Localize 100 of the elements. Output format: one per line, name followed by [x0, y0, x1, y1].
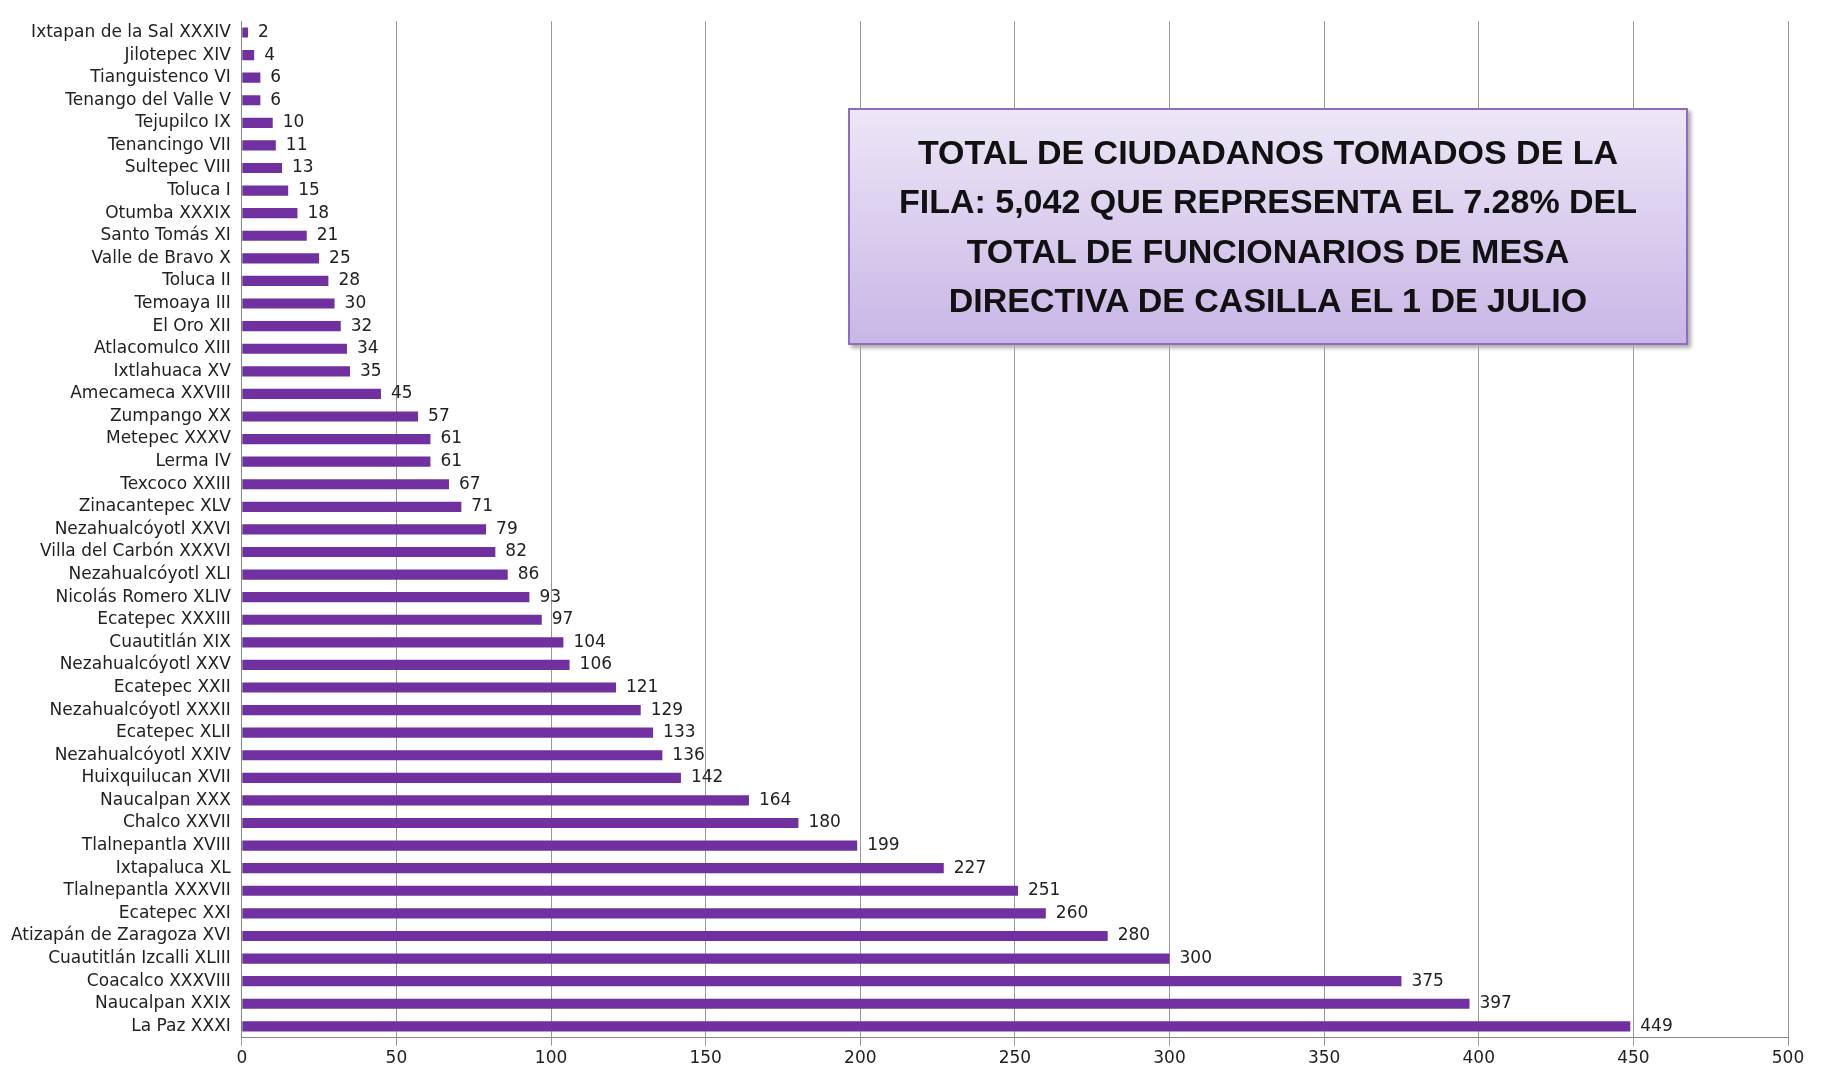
y-tick-label: Atlacomulco XIII	[94, 337, 231, 358]
y-tick-label: Nezahualcóyotl XLI	[68, 563, 231, 583]
bar	[242, 659, 570, 670]
bar	[242, 72, 261, 83]
bar	[242, 27, 248, 38]
data-label: 6	[270, 88, 282, 109]
data-label: 18	[307, 201, 330, 222]
bar	[242, 795, 749, 806]
y-tick-label: Nezahualcóyotl XXV	[59, 653, 232, 674]
y-tick-label: Ixtlahuaca XV	[113, 359, 232, 380]
y-tick-label: Metepec XXXV	[105, 427, 232, 448]
data-label: 67	[458, 472, 481, 493]
y-tick-label: Otumba XXXIX	[105, 201, 232, 222]
y-tick-label: Tenancingo VII	[106, 133, 231, 154]
y-tick-label: Tejupilco IX	[134, 111, 232, 132]
data-label: 34	[356, 337, 379, 358]
bar	[242, 501, 462, 512]
data-label: 30	[344, 291, 367, 312]
data-label: 6	[270, 66, 282, 87]
y-tick-label: Tlalnepantla XVIII	[80, 834, 231, 855]
bar	[242, 614, 542, 625]
y-tick-label: Nezahualcóyotl XXIV	[54, 743, 232, 764]
data-label: 121	[625, 675, 659, 696]
y-tick-label: Coacalco XXXVIII	[86, 969, 231, 990]
y-tick-label: Nicolás Romero XLIV	[55, 585, 232, 606]
bar	[242, 817, 799, 829]
y-tick-label: Nezahualcóyotl XXXII	[49, 698, 231, 719]
data-label: 57	[428, 404, 450, 425]
x-tick-label: 450	[1617, 1047, 1650, 1068]
y-tick-label: Atizapán de Zaragoza XVI	[11, 924, 231, 945]
y-tick-label: Ecatepec XXXIII	[97, 608, 231, 629]
data-label: 164	[758, 788, 792, 809]
y-tick-label: Santo Tomás XI	[100, 224, 231, 245]
x-tick-label: 250	[998, 1047, 1032, 1068]
data-label: 106	[579, 653, 613, 674]
x-tick-label: 200	[844, 1047, 877, 1068]
data-label: 129	[650, 698, 684, 719]
data-label: 13	[292, 156, 314, 177]
y-tick-label: Zinacantepec XLV	[78, 495, 232, 516]
bar	[242, 456, 431, 467]
y-tick-label: Ecatepec XXI	[118, 901, 231, 922]
data-label: 45	[390, 382, 413, 403]
y-tick-label: Toluca II	[161, 269, 231, 290]
data-label: 375	[1411, 969, 1444, 990]
y-tick-label: Naucalpan XXX	[100, 788, 232, 809]
data-label: 133	[663, 721, 696, 742]
data-label: 93	[539, 585, 562, 606]
data-label: 11	[285, 133, 308, 154]
y-tick-label: Toluca I	[166, 179, 231, 200]
x-tick-label: 100	[534, 1047, 568, 1068]
y-tick-label: Ixtapaluca XL	[115, 856, 232, 877]
bar	[242, 705, 641, 716]
y-tick-label: Nezahualcóyotl XXVI	[54, 517, 231, 538]
bar	[242, 185, 289, 196]
bar	[242, 750, 663, 761]
bar	[242, 840, 858, 851]
bar	[242, 275, 329, 287]
data-label: 71	[471, 495, 493, 516]
data-label: 142	[690, 766, 724, 787]
data-label: 136	[672, 743, 705, 764]
data-label: 300	[1179, 946, 1212, 967]
bar	[242, 772, 681, 783]
bar	[242, 50, 255, 61]
data-label: 86	[517, 563, 540, 583]
data-label: 61	[440, 450, 463, 471]
y-tick-label: Ixtapan de la Sal XXXIV	[31, 20, 232, 41]
bar	[242, 727, 654, 738]
bar	[242, 1021, 1631, 1032]
y-tick-label: La Paz XXXI	[131, 1014, 231, 1035]
data-label: 104	[573, 630, 606, 651]
y-tick-label: Ecatepec XLII	[116, 721, 231, 742]
data-label: 35	[360, 359, 382, 380]
x-tick-label: 400	[1462, 1047, 1495, 1068]
y-tick-label: Cuautitlán Izcalli XLIII	[48, 946, 231, 967]
y-tick-label: Zumpango XX	[109, 404, 232, 425]
bar	[242, 117, 273, 128]
bar	[242, 162, 282, 174]
annotation: TOTAL DE CIUDADANOS TOMADOS DE LA FILA: 5,042 QUE REPRESENTA EL 7.28% DEL TOTAL DE FUNCIONARIOS DE MESA DIRECTIVA DE CASILLA EL 1 DE JULIO	[848, 108, 1688, 346]
bar	[242, 863, 944, 874]
y-tick-label: Villa del Carbón XXXVI	[39, 540, 231, 561]
data-label: 61	[440, 427, 463, 448]
data-label: 397	[1479, 992, 1512, 1013]
data-label: 32	[350, 314, 373, 335]
bar	[242, 682, 616, 693]
bar	[242, 637, 564, 648]
bar	[242, 411, 419, 422]
bar	[242, 388, 381, 399]
data-label: 4	[264, 43, 275, 64]
data-label: 10	[282, 111, 305, 132]
y-tick-label: Texcoco XXIII	[119, 472, 231, 493]
bar	[242, 908, 1046, 919]
data-label: 25	[329, 246, 351, 267]
y-tick-label: Huixquilucan XVII	[81, 766, 231, 787]
bar	[242, 95, 261, 106]
y-tick-label: Jilotepec XIV	[123, 43, 232, 64]
y-tick-label: Lerma IV	[155, 450, 232, 471]
bar	[242, 208, 298, 219]
bar	[242, 366, 351, 377]
y-tick-label: Temoaya III	[133, 291, 231, 312]
bar	[242, 998, 1470, 1009]
